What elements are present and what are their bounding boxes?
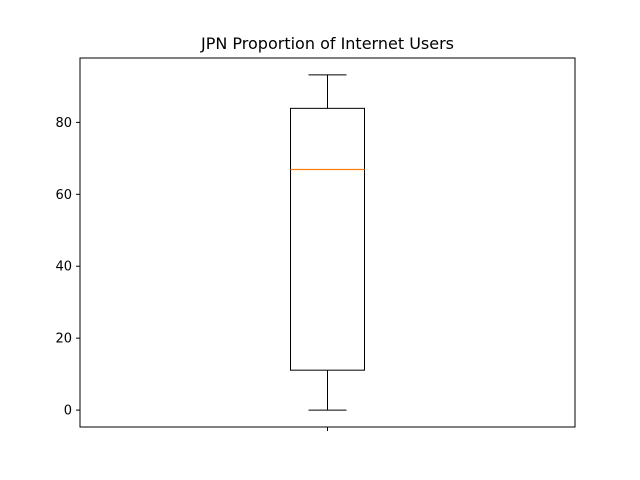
chart-title: JPN Proportion of Internet Users: [200, 34, 454, 53]
y-tick-label: 40: [55, 260, 72, 275]
y-axis: 0 20 40 60 80: [55, 116, 80, 419]
y-tick-label: 0: [64, 404, 72, 419]
y-tick-label: 60: [55, 188, 72, 203]
y-tick-label: 80: [55, 116, 72, 131]
interquartile-box: [290, 107, 365, 371]
box: [290, 74, 365, 411]
y-tick-label: 20: [55, 332, 72, 347]
